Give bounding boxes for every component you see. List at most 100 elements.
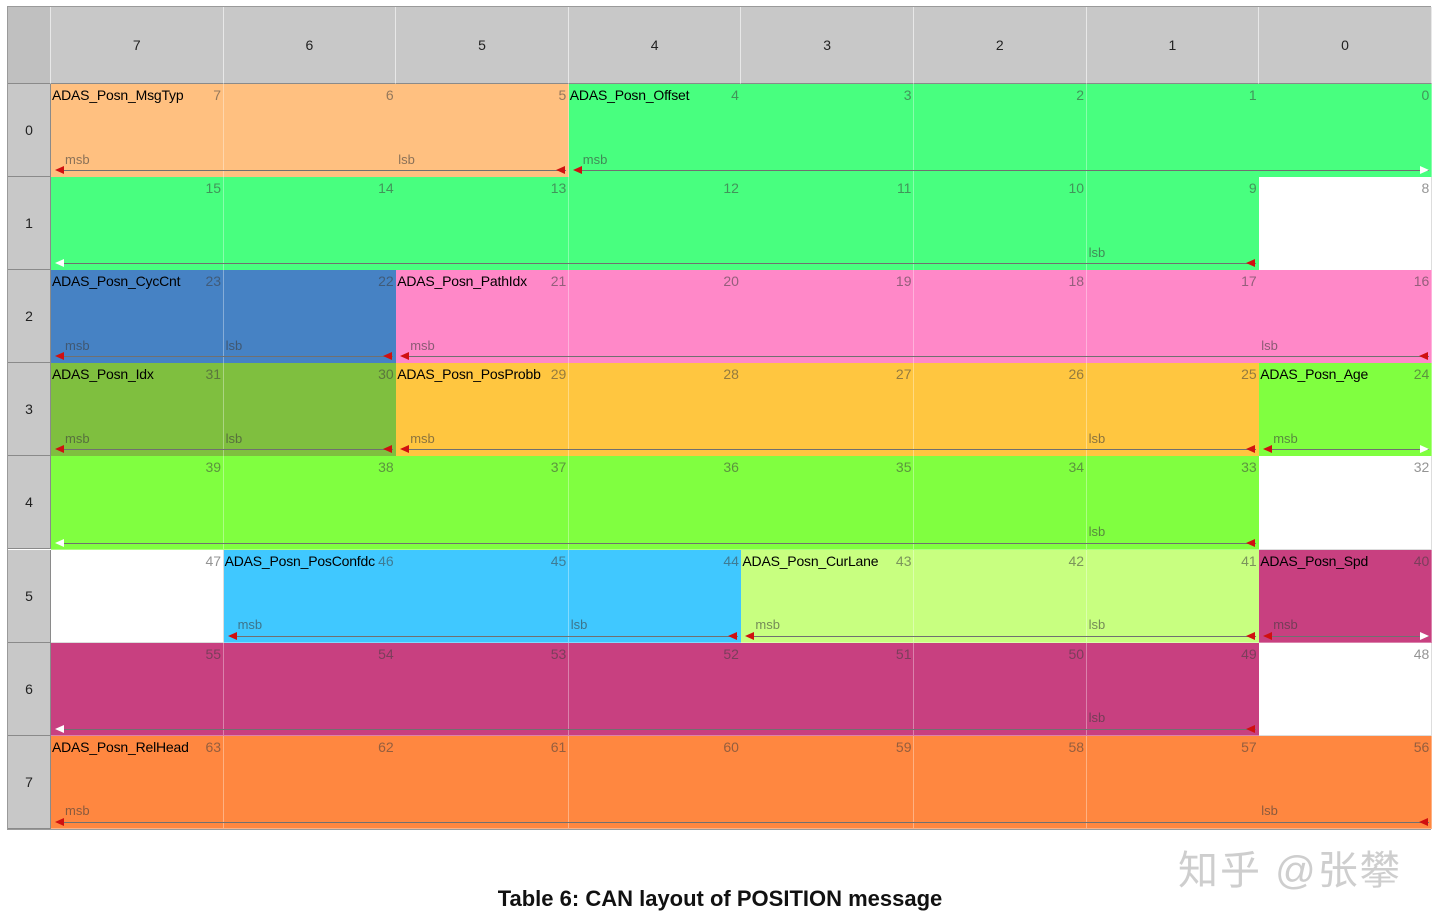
bit-number: 25 [1241,366,1257,383]
arrow-head-icon [1263,631,1273,640]
bit-cell: 28 [568,363,742,457]
lsb-label: lsb [1088,617,1106,633]
bit-number: 47 [205,552,222,569]
signal-name: ADAS_Posn_Age [1260,366,1369,383]
bit-cell: 61 [396,735,570,830]
bit-cell: 55 [51,642,225,737]
msb-label: msb [410,430,435,446]
column-header: 6 [223,7,397,84]
column-header: 1 [1086,7,1260,84]
bit-cell: 31 ADAS_Posn_Idx msb [51,363,225,457]
arrow-head-icon [55,538,64,547]
bit-number: 42 [1068,552,1085,569]
signal-name: ADAS_Posn_PosProbb [397,366,541,383]
signal-arrow-line [1265,635,1429,637]
row-header: 7 [8,735,51,829]
signal-arrow-line [574,170,1429,172]
signal-arrow-line [402,449,1257,451]
bit-cell: 13 [396,177,570,271]
bit-number: 32 [1413,459,1430,476]
bit-number: 39 [205,459,222,476]
bit-number: 46 [378,552,394,569]
bit-number: 14 [378,180,394,197]
bit-cell: 33 lsb [1086,456,1260,550]
bit-number: 18 [1068,273,1085,290]
column-header: 0 [1259,7,1432,84]
bit-cell: 30 lsb [223,363,397,457]
msb-label: msb [410,337,435,353]
bit-number: 5 [558,87,567,103]
bit-number: 24 [1413,366,1430,383]
lsb-label: lsb [1088,244,1106,260]
bit-number: 11 [896,180,912,197]
bit-cell: 39 [51,456,225,550]
bit-cell: 53 [396,642,570,737]
bit-number: 12 [723,180,739,197]
table-caption: Table 6: CAN layout of POSITION message [497,886,943,911]
signal-name: ADAS_Posn_PosConfdc [224,552,375,569]
signal-arrow-line [57,728,1257,730]
signal-arrow-line [747,635,1257,637]
msb-label: msb [237,617,263,633]
column-header: 5 [396,7,569,84]
bit-number: 56 [1413,738,1430,755]
arrow-head-icon [1419,445,1429,454]
bit-number: 22 [378,273,394,290]
bit-cell: 54 [223,642,397,737]
bit-cell: 43 ADAS_Posn_CurLane msb [741,549,915,644]
lsb-label: lsb [1261,337,1278,353]
bit-number: 2 [1076,87,1085,103]
bit-number: 29 [550,366,567,383]
bit-number: 48 [1413,645,1430,662]
bit-cell: 11 [741,177,915,271]
row-header: 4 [8,456,51,550]
signal-name: ADAS_Posn_PathIdx [397,273,527,290]
row-header: 5 [8,549,51,643]
bit-cell: 7 ADAS_Posn_MsgTyp msb [51,84,225,178]
bit-cell: 32 [1259,456,1433,550]
arrow-head-icon [400,445,410,454]
bit-cell: 10 [914,177,1088,271]
arrow-head-icon [1418,352,1428,361]
bit-number: 44 [723,552,739,569]
bit-cell: 63 ADAS_Posn_RelHead msb [51,735,225,830]
bit-cell: 56 lsb [1259,735,1433,830]
arrow-head-icon [572,166,582,175]
bit-cell: 6 [223,84,397,178]
row-header: 3 [8,363,51,457]
bit-number: 36 [723,459,739,476]
signal-name: ADAS_Posn_RelHead [52,738,189,755]
arrow-head-icon [1246,538,1256,547]
msb-label: msb [755,617,780,633]
arrow-head-icon [55,166,64,175]
arrow-head-icon [55,724,64,733]
bit-number: 7 [213,87,222,103]
bit-number: 4 [731,87,739,103]
can-layout-grid: 7 6 5 4 3 2 1 0 0 1 2 3 4 5 6 7 7 ADAS_Posn_MsgTyp msb 6 5 ls… [7,6,1433,830]
bit-number: 33 [1241,459,1257,476]
bit-number: 13 [550,180,567,197]
bit-number: 20 [723,273,739,290]
bit-cell: 8 [1259,177,1433,271]
bit-number: 51 [895,645,912,662]
bit-cell: 58 [914,735,1088,830]
bit-cell: 51 [741,642,915,737]
bit-number: 61 [550,738,567,755]
bit-number: 27 [895,366,912,383]
bit-cell: 34 [914,456,1088,550]
bit-cell: 5 lsb [396,84,570,178]
bit-cell: 62 [223,735,397,830]
bit-number: 54 [378,645,394,662]
arrow-head-icon [55,259,64,268]
signal-name: ADAS_Posn_CycCnt [52,273,181,290]
msb-label: msb [65,430,90,446]
row-header: 1 [8,177,51,271]
signal-arrow-line [57,449,394,451]
bit-number: 50 [1068,645,1085,662]
arrow-head-icon [1419,631,1429,640]
bit-number: 19 [895,273,912,290]
bit-number: 8 [1421,180,1430,197]
arrow-head-icon [55,445,64,454]
bit-cell: 24 ADAS_Posn_Age msb [1259,363,1433,457]
bit-cell: 12 [568,177,742,271]
